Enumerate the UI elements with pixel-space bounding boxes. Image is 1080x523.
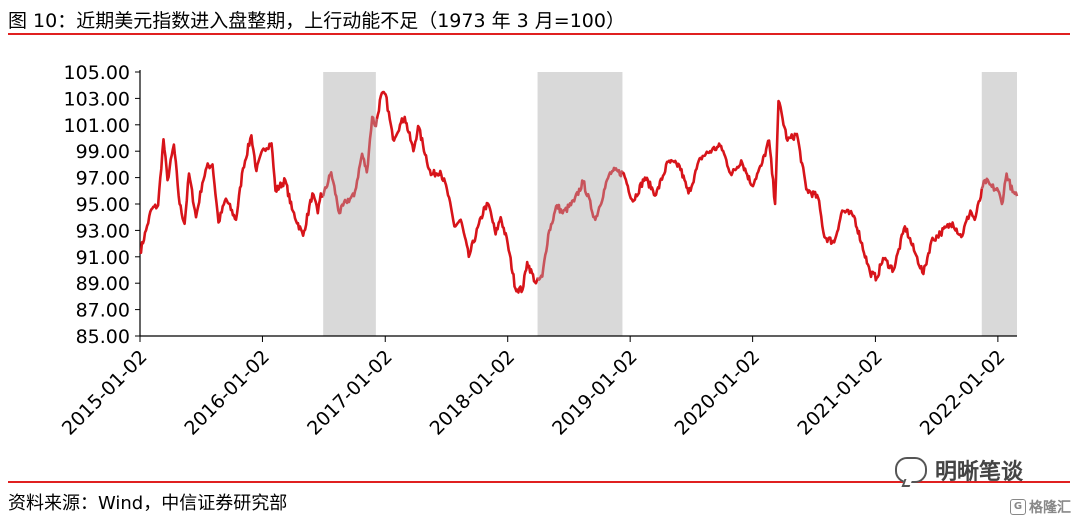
watermark-badge-text: 格隆汇: [1029, 500, 1071, 516]
y-tick-label-3: 91.00: [76, 247, 130, 269]
shaded-period-3: [981, 72, 1017, 336]
y-tick-label-0: 85.00: [76, 326, 130, 348]
x-tick-label-7: 2022-01-02: [916, 346, 1010, 440]
series-line-segment-4: [621, 99, 984, 282]
x-tick-label-3: 2018-01-02: [426, 346, 520, 440]
series-line-segment-3: [536, 166, 624, 281]
x-tick-label-2: 2017-01-02: [303, 346, 397, 440]
page-title: 图 10：近期美元指数进入盘整期，上行动能不足（1973 年 3 月=100）: [8, 10, 625, 32]
dollar-index-line-chart: 85.00 87.00 89.00 91.00 93.00 95.00 97.00 99.00…: [58, 62, 1019, 440]
watermark-badge: G 格隆汇: [1010, 497, 1071, 517]
watermark: 明晰笔谈: [895, 454, 1023, 486]
x-tick-label-6: 2021-01-02: [793, 346, 887, 440]
shaded-period-1: [323, 72, 376, 336]
y-tick-label-1: 87.00: [76, 300, 130, 322]
shaded-period-2: [537, 72, 623, 336]
source-note: 资料来源：Wind，中信证券研究部: [8, 493, 288, 514]
series-line-segment-0: [139, 134, 324, 255]
x-tick-label-5: 2020-01-02: [671, 346, 765, 440]
chat-bubble-icon: [895, 457, 927, 483]
y-tick-label-4: 93.00: [76, 220, 130, 242]
y-tick-label-6: 97.00: [76, 168, 130, 190]
y-tick-label-2: 89.00: [76, 273, 130, 295]
source-divider: [8, 481, 1070, 483]
y-tick-label-5: 95.00: [76, 194, 130, 216]
series-line-segment-1: [321, 115, 379, 215]
y-tick-label-10: 105.00: [64, 62, 130, 84]
x-tick-label-4: 2019-01-02: [548, 346, 642, 440]
y-tick-label-8: 101.00: [64, 115, 130, 137]
y-tick-label-9: 103.00: [64, 88, 130, 110]
x-tick-label-0: 2015-01-02: [58, 346, 152, 440]
series-line-segment-2: [375, 90, 540, 294]
gelonghui-logo-icon: G: [1010, 499, 1026, 515]
watermark-text: 明晰笔谈: [935, 460, 1024, 485]
series-line-segment-5: [980, 172, 1019, 206]
y-tick-label-7: 99.00: [76, 141, 130, 163]
x-tick-label-1: 2016-01-02: [180, 346, 274, 440]
title-divider: [8, 33, 1070, 35]
